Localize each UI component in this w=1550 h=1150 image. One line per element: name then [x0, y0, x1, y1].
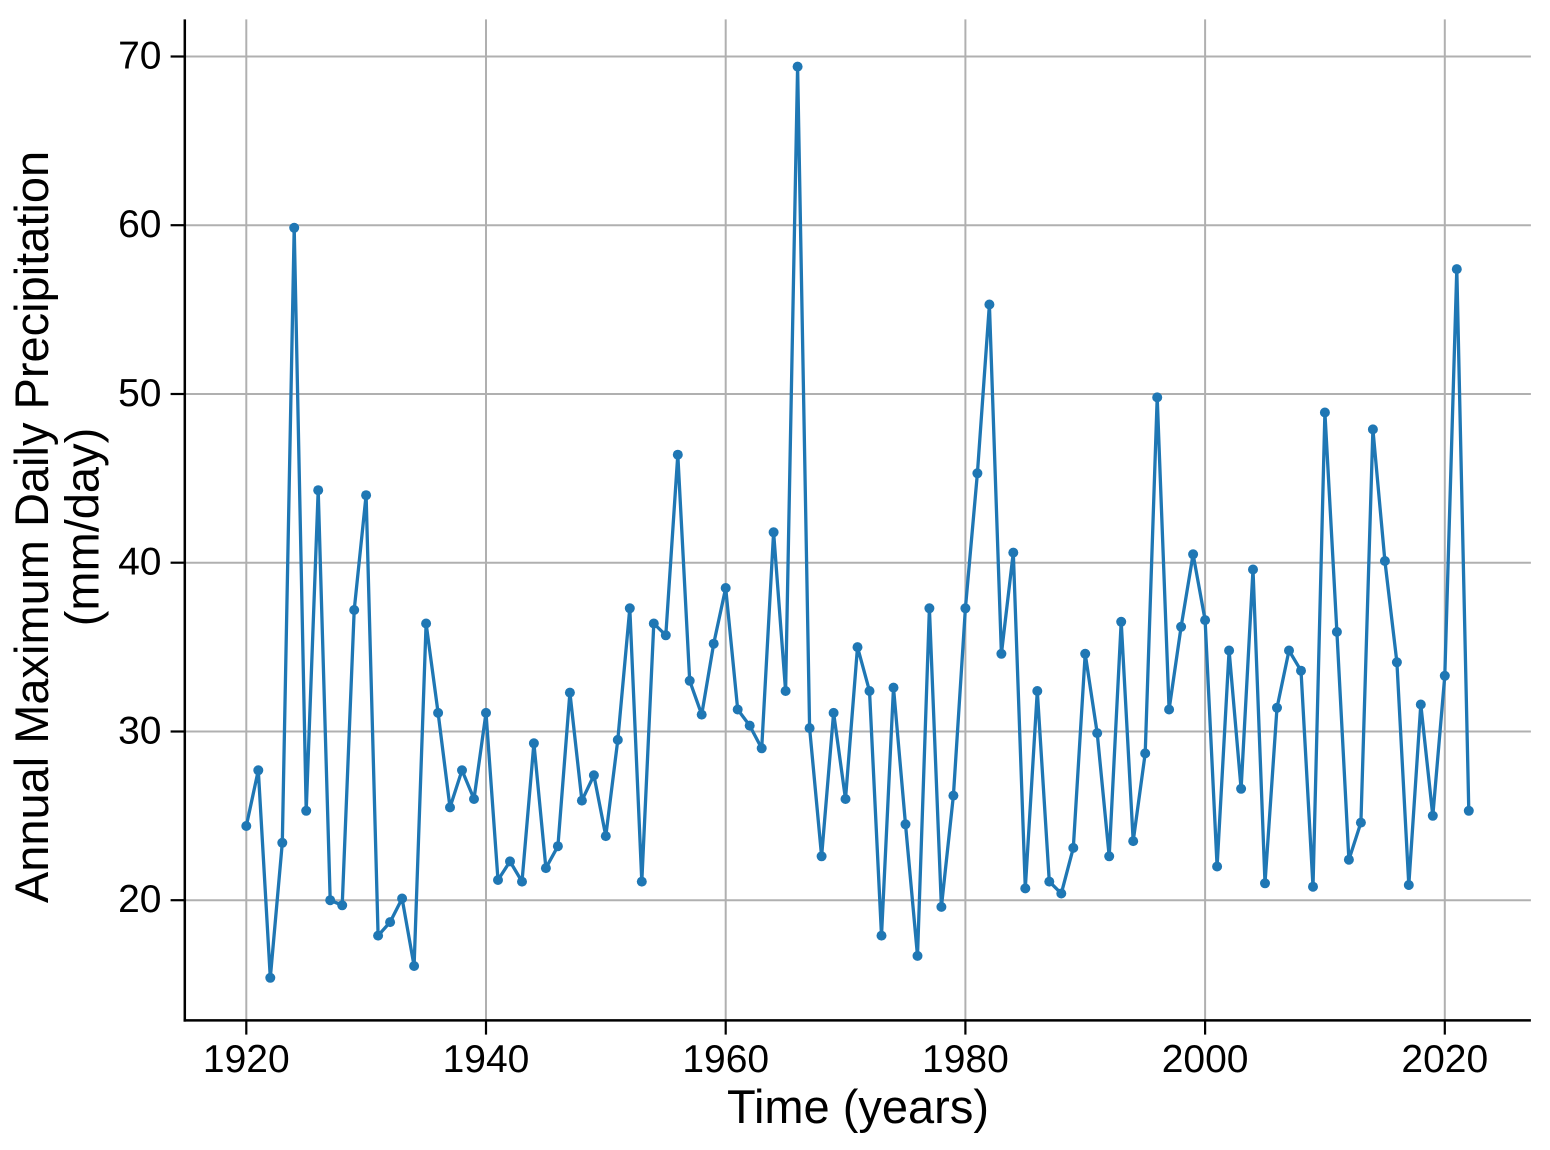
- svg-text:1960: 1960: [682, 1038, 769, 1081]
- svg-text:1920: 1920: [203, 1038, 290, 1081]
- svg-text:(mm/day): (mm/day): [56, 428, 109, 626]
- svg-text:20: 20: [118, 878, 161, 921]
- svg-text:1980: 1980: [922, 1038, 1009, 1081]
- svg-text:70: 70: [118, 34, 161, 77]
- svg-text:Time (years): Time (years): [727, 1080, 989, 1133]
- svg-text:50: 50: [118, 372, 161, 415]
- svg-text:30: 30: [118, 709, 161, 752]
- svg-text:40: 40: [118, 541, 161, 584]
- svg-text:2020: 2020: [1401, 1038, 1488, 1081]
- svg-text:60: 60: [118, 203, 161, 246]
- svg-text:2000: 2000: [1162, 1038, 1249, 1081]
- svg-text:1940: 1940: [443, 1038, 530, 1081]
- svg-text:Annual Maximum Daily Precipita: Annual Maximum Daily Precipitation: [5, 151, 58, 903]
